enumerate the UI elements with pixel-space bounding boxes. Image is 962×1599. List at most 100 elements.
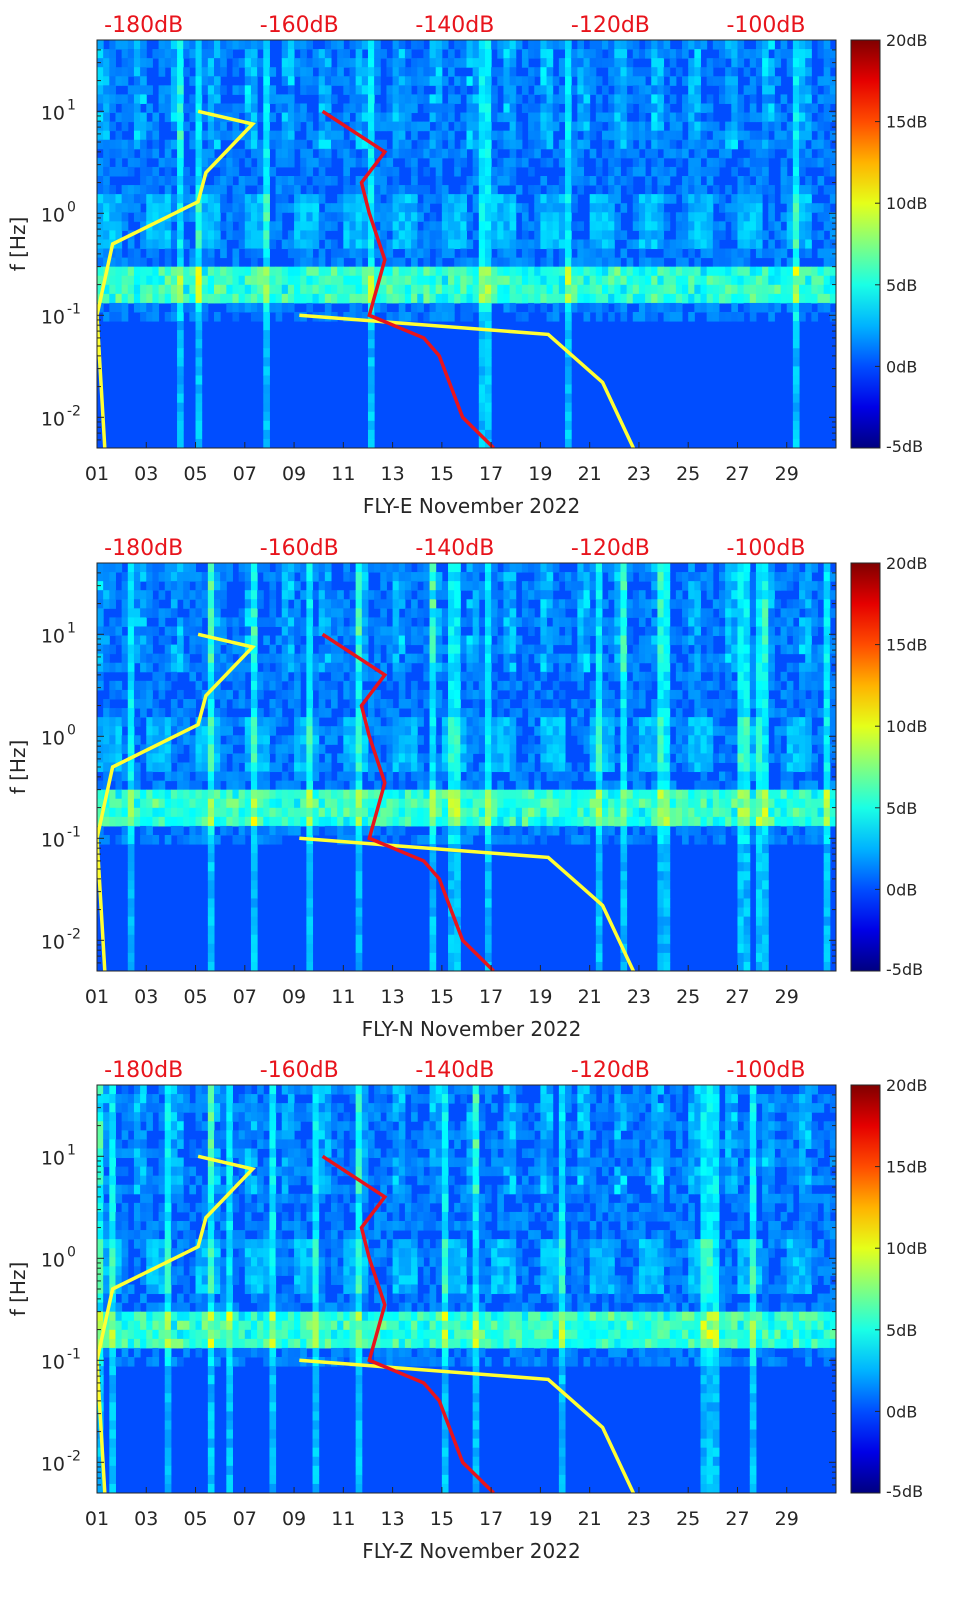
colorbar-tick-label: 10dB <box>886 1239 928 1258</box>
noise-model-line-1 <box>97 632 256 971</box>
y-tick-label: 10 <box>41 1351 65 1373</box>
colorbar-tick-label: 15dB <box>886 636 928 655</box>
y-axis-label: f [Hz] <box>6 740 30 795</box>
db-scale-label: -160dB <box>260 13 339 38</box>
x-tick-label: 07 <box>233 986 257 1008</box>
y-tick-exponent: -1 <box>67 301 81 317</box>
panel-fly-e: 01 03 05 07 09 11 13 15 17 19 21 23 25 27 2910-210-110… <box>6 13 928 518</box>
x-tick-label: 29 <box>775 1508 799 1530</box>
x-tick-label: 05 <box>183 1508 207 1530</box>
x-tick-label: 27 <box>725 986 749 1008</box>
db-scale-label: -100dB <box>726 1058 805 1083</box>
db-scale-label: -120dB <box>571 536 650 561</box>
x-tick-label: 19 <box>528 1508 552 1530</box>
x-tick-label: 21 <box>578 463 602 485</box>
x-tick-label: 21 <box>578 1508 602 1530</box>
panel-fly-n: 01 03 05 07 09 11 13 15 17 19 21 23 25 27 2910-210-110… <box>6 536 928 1041</box>
x-tick-label: 17 <box>479 463 503 485</box>
y-tick-label: 10 <box>41 204 65 226</box>
db-scale-label: -120dB <box>571 1058 650 1083</box>
x-tick-label: 25 <box>676 463 700 485</box>
db-scale-label: -100dB <box>726 13 805 38</box>
db-scale-label: -120dB <box>571 13 650 38</box>
x-axis-label: FLY-N November 2022 <box>362 1017 582 1041</box>
colorbar-tick-label: 0dB <box>886 880 917 899</box>
y-tick-label: 10 <box>41 408 65 430</box>
noise-model-line-1 <box>97 1154 256 1493</box>
x-tick-label: 25 <box>676 1508 700 1530</box>
colorbar-tick-label: -5dB <box>886 1482 923 1501</box>
x-tick-label: 01 <box>85 463 109 485</box>
x-tick-label: 19 <box>528 463 552 485</box>
spectrogram-heatmap <box>97 1085 836 1493</box>
y-tick-label: 10 <box>41 1453 65 1475</box>
psd-curve <box>321 1154 495 1493</box>
colorbar-tick-label: 5dB <box>886 1321 917 1340</box>
db-scale-label: -140dB <box>415 13 494 38</box>
x-tick-label: 07 <box>233 463 257 485</box>
colorbar-tick-label: 5dB <box>886 276 917 295</box>
y-tick-exponent: -2 <box>67 403 81 419</box>
colorbar-tick-label: 5dB <box>886 799 917 818</box>
x-tick-label: 19 <box>528 986 552 1008</box>
db-scale-label: -180dB <box>104 1058 183 1083</box>
x-tick-label: 01 <box>85 1508 109 1530</box>
x-tick-label: 21 <box>578 986 602 1008</box>
spectrogram-heatmap <box>97 563 836 971</box>
colorbar-tick-label: -5dB <box>886 437 923 456</box>
colorbar-tick-label: 15dB <box>886 113 928 132</box>
y-tick-exponent: 0 <box>67 1244 76 1260</box>
x-tick-label: 03 <box>134 463 158 485</box>
y-tick-label: 10 <box>41 727 65 749</box>
noise-model-line-2 <box>299 836 636 971</box>
x-tick-label: 13 <box>381 986 405 1008</box>
x-tick-label: 17 <box>479 1508 503 1530</box>
y-tick-label: 10 <box>41 1249 65 1271</box>
x-tick-label: 15 <box>430 986 454 1008</box>
db-scale-label: -180dB <box>104 536 183 561</box>
x-tick-label: 27 <box>725 1508 749 1530</box>
x-tick-label: 07 <box>233 1508 257 1530</box>
colorbar <box>850 562 881 972</box>
x-tick-label: 23 <box>627 986 651 1008</box>
x-tick-label: 09 <box>282 986 306 1008</box>
db-scale-label: -160dB <box>260 1058 339 1083</box>
db-scale-label: -160dB <box>260 536 339 561</box>
y-tick-exponent: -2 <box>67 1448 81 1464</box>
x-tick-label: 11 <box>331 986 355 1008</box>
x-tick-label: 23 <box>627 463 651 485</box>
colorbar-tick-label: 20dB <box>886 1076 928 1095</box>
x-tick-label: 23 <box>627 1508 651 1530</box>
spectrogram-heatmap <box>97 40 836 448</box>
psd-curve <box>321 632 495 971</box>
db-scale-label: -100dB <box>726 536 805 561</box>
x-tick-label: 29 <box>775 463 799 485</box>
x-tick-label: 27 <box>725 463 749 485</box>
y-tick-exponent: 1 <box>67 1142 76 1158</box>
y-tick-exponent: 0 <box>67 722 76 738</box>
y-tick-label: 10 <box>41 829 65 851</box>
panel-fly-z: 01 03 05 07 09 11 13 15 17 19 21 23 25 27 2910-210-110… <box>6 1058 928 1563</box>
colorbar-tick-label: 10dB <box>886 194 928 213</box>
y-tick-label: 10 <box>41 306 65 328</box>
x-tick-label: 15 <box>430 463 454 485</box>
x-tick-label: 03 <box>134 1508 158 1530</box>
y-tick-exponent: -1 <box>67 824 81 840</box>
x-tick-label: 11 <box>331 1508 355 1530</box>
x-axis-label: FLY-E November 2022 <box>363 494 580 518</box>
x-tick-label: 15 <box>430 1508 454 1530</box>
y-tick-exponent: 1 <box>67 97 76 113</box>
y-axis-label: f [Hz] <box>6 217 30 272</box>
y-axis-label: f [Hz] <box>6 1262 30 1317</box>
x-tick-label: 01 <box>85 986 109 1008</box>
y-tick-label: 10 <box>41 1147 65 1169</box>
y-tick-exponent: -1 <box>67 1346 81 1362</box>
x-axis-label: FLY-Z November 2022 <box>362 1539 580 1563</box>
y-tick-label: 10 <box>41 625 65 647</box>
colorbar <box>850 1084 881 1494</box>
y-tick-label: 10 <box>41 102 65 124</box>
y-tick-exponent: 0 <box>67 199 76 215</box>
noise-model-line-2 <box>299 1358 636 1493</box>
colorbar-tick-label: -5dB <box>886 960 923 979</box>
x-tick-label: 25 <box>676 986 700 1008</box>
